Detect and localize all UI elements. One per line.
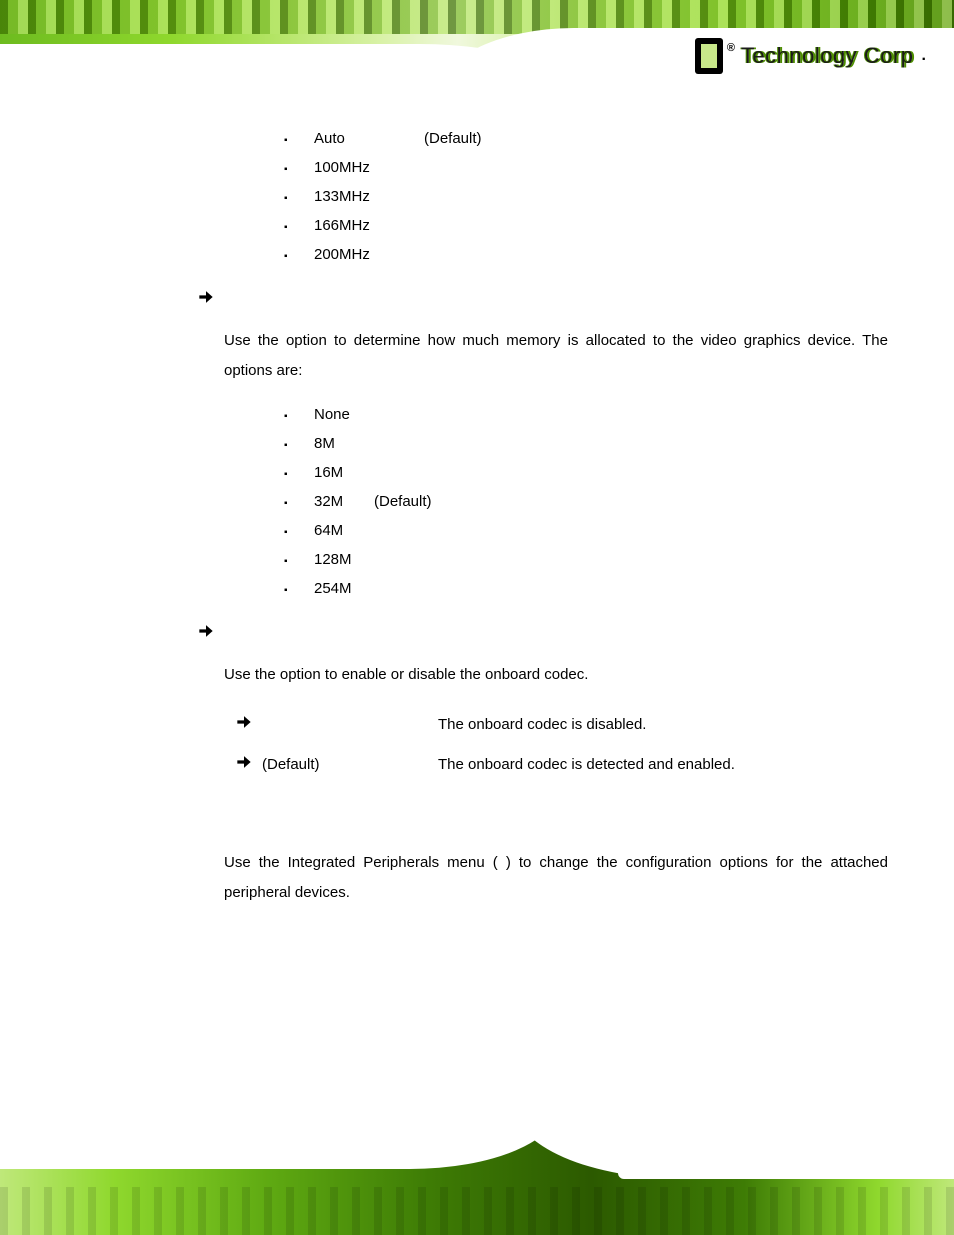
codec-row: The onboard codec is disabled. [226,704,888,744]
list-item-label: 32M [314,493,374,510]
list-item-label: 128M [314,551,374,568]
brand-text: Technology Corp [741,43,914,69]
bottom-curve-left [0,1105,560,1169]
top-banner: ® Technology Corp . [0,0,954,100]
content-area: Auto(Default) 100MHz 133MHz 166MHz 200MH… [0,120,954,1115]
codec-desc: The onboard codec is detected and enable… [438,756,888,773]
brand: ® Technology Corp . [695,38,926,74]
arrow-heading-video [196,287,888,308]
text: Use the [224,332,286,349]
arrow-heading-codec [196,621,888,642]
list-item: 32M(Default) [284,487,888,516]
page-number-box [618,1135,898,1179]
text: Use the Integrated Peripherals menu ( [224,854,498,871]
dram-options-list: Auto(Default) 100MHz 133MHz 166MHz 200MH… [284,124,888,269]
text: option to determine how much memory is a… [286,332,888,349]
list-item: 16M [284,458,888,487]
list-item: 128M [284,545,888,574]
list-item-label: 133MHz [314,188,424,205]
peripherals-paragraph: Use the Integrated Peripherals menu ( ) … [224,848,888,908]
arrow-right-icon [226,752,262,776]
arrow-right-icon [226,712,262,736]
list-item: 8M [284,429,888,458]
text: option to enable or disable the onboard … [280,666,589,683]
list-item-label: 64M [314,522,374,539]
list-item-label: 100MHz [314,159,424,176]
list-item: 166MHz [284,211,888,240]
codec-desc: The onboard codec is disabled. [438,716,888,733]
text: Use the [224,666,280,683]
list-item-label: 16M [314,464,374,481]
list-item: 100MHz [284,153,888,182]
video-paragraph: Use the option to determine how much mem… [224,326,888,386]
bottom-stripes [0,1187,954,1235]
list-item: 254M [284,574,888,603]
curve-left [0,44,580,100]
list-item: 200MHz [284,240,888,269]
list-item-label: 254M [314,580,374,597]
brand-logo-icon [695,38,723,74]
text: options are: [224,362,302,379]
arrow-right-icon [196,287,216,307]
list-item-label: 166MHz [314,217,424,234]
brand-dot: . [922,47,926,65]
video-memory-list: None 8M 16M 32M(Default) 64M 128M 254M [284,400,888,603]
codec-options: The onboard codec is disabled. (Default)… [226,704,888,784]
list-item-label: None [314,406,374,423]
list-item-note: (Default) [374,493,432,510]
brand-reg: ® [727,42,735,54]
list-item: 133MHz [284,182,888,211]
list-item-label: 8M [314,435,374,452]
codec-row: (Default) The onboard codec is detected … [226,744,888,784]
codec-paragraph: Use the option to enable or disable the … [224,660,888,690]
list-item: 64M [284,516,888,545]
list-item-label: 200MHz [314,246,424,263]
list-item: Auto(Default) [284,124,888,153]
bottom-banner [0,1105,954,1235]
codec-default-col: (Default) [262,756,438,773]
list-item: None [284,400,888,429]
list-item-note: (Default) [424,130,482,147]
list-item-label: Auto [314,130,424,147]
arrow-right-icon [196,621,216,641]
